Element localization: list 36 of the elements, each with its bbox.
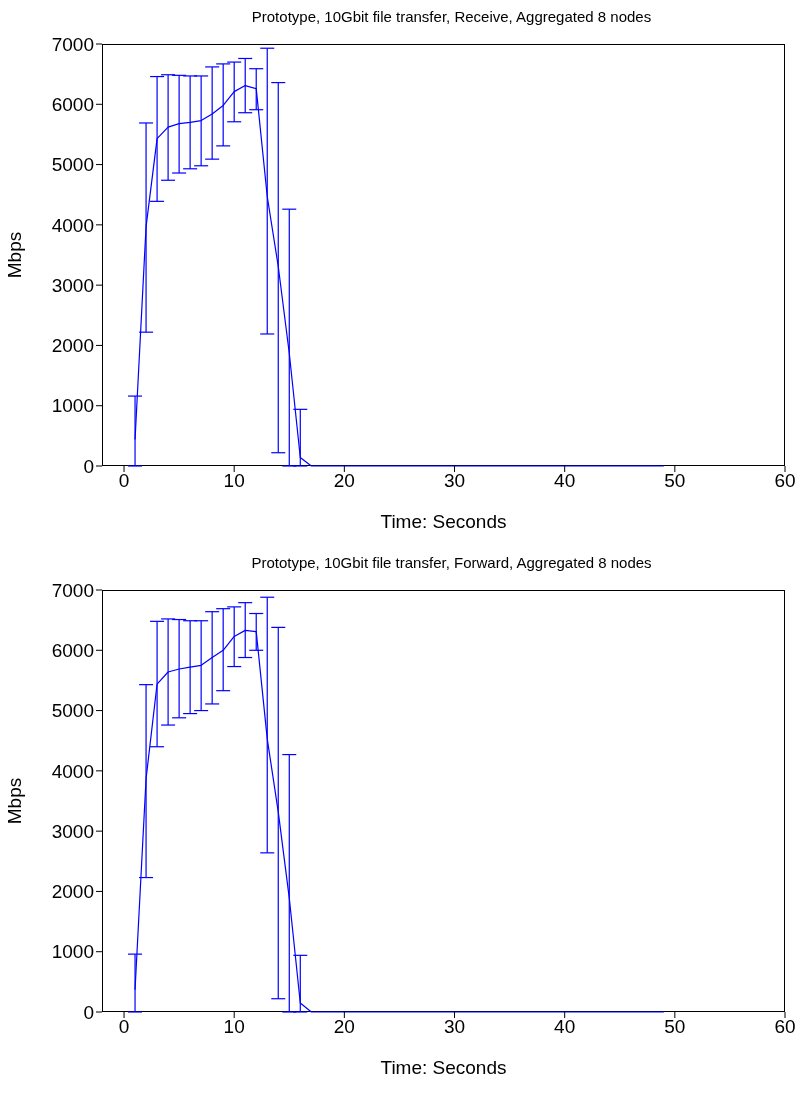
x-tick-label: 30 (443, 1016, 466, 1038)
y-tick-label: 6000 (51, 640, 94, 662)
chart-title: Prototype, 10Gbit file transfer, Receive, Aggregated 8 nodes (250, 8, 653, 25)
x-tick-label: 0 (118, 470, 130, 492)
x-tick-label: 60 (774, 1016, 796, 1038)
chart-title: Prototype, 10Gbit file transfer, Forward, Aggregated 8 nodes (250, 554, 653, 571)
y-tick-label: 2000 (51, 881, 94, 903)
x-tick-label: 30 (443, 470, 466, 492)
x-axis-title: Time: Seconds (380, 511, 507, 532)
y-tick-label: 1000 (51, 941, 94, 963)
y-tick-label: 0 (83, 1001, 94, 1023)
x-tick-label: 0 (118, 1016, 130, 1038)
y-axis-title: Mbps (3, 777, 25, 825)
y-tick-label: 7000 (51, 33, 94, 55)
x-axis-title: Time: Seconds (380, 1057, 507, 1078)
y-tick-label: 2000 (51, 335, 94, 357)
y-tick-label: 5000 (51, 700, 94, 722)
y-tick-label: 5000 (51, 154, 94, 176)
y-axis-title: Mbps (3, 231, 25, 279)
y-tick-label: 3000 (51, 274, 94, 296)
x-tick-label: 40 (554, 470, 576, 492)
y-tick-label: 6000 (51, 94, 94, 116)
x-tick-label: 50 (664, 470, 686, 492)
y-tick-label: 1000 (51, 395, 94, 417)
y-tick-label: 0 (83, 455, 94, 477)
x-tick-label: 50 (664, 1016, 686, 1038)
y-tick-label: 3000 (51, 820, 94, 842)
y-tick-label: 7000 (51, 579, 94, 601)
x-tick-label: 40 (554, 1016, 576, 1038)
y-tick-label: 4000 (51, 760, 94, 782)
x-tick-label: 20 (333, 470, 355, 492)
x-tick-label: 60 (774, 470, 796, 492)
x-tick-label: 10 (223, 1016, 245, 1038)
y-tick-label: 4000 (51, 214, 94, 236)
x-tick-label: 20 (333, 1016, 355, 1038)
x-tick-label: 10 (223, 470, 245, 492)
